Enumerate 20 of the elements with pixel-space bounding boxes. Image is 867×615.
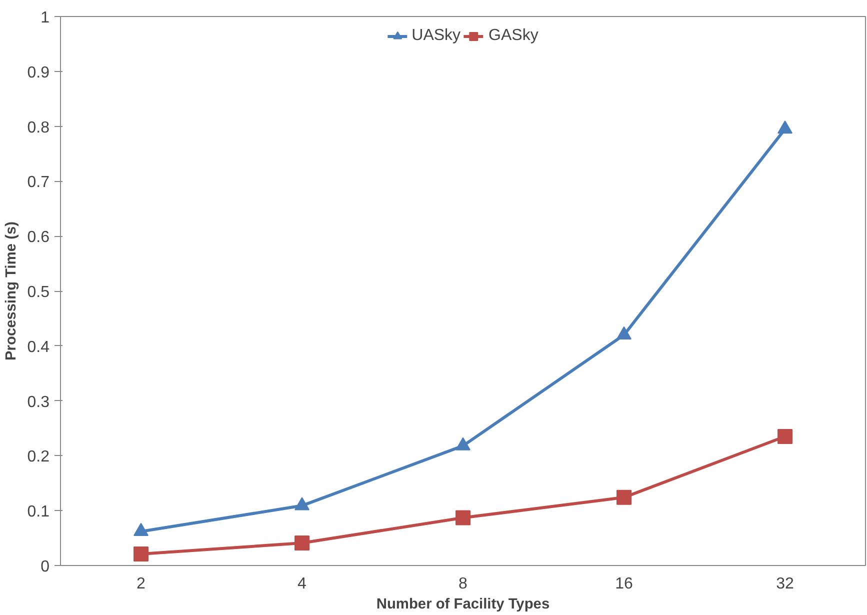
x-axis-title: Number of Facility Types <box>376 596 550 612</box>
y-tick-label: 0.6 <box>27 229 50 246</box>
x-tick-label: 2 <box>136 576 146 592</box>
legend-label: GASky <box>488 27 538 45</box>
x-tick-label: 32 <box>776 576 794 592</box>
y-tick-label: 0.4 <box>27 338 50 356</box>
legend-label: UASky <box>412 27 461 45</box>
y-tick-label: 0 <box>40 558 50 576</box>
y-tick-label: 0.5 <box>27 284 50 301</box>
y-tick-label: 0.9 <box>27 64 50 82</box>
y-tick-label: 0.2 <box>27 448 50 466</box>
y-tick-label: 0.3 <box>27 394 50 411</box>
x-tick-label: 16 <box>615 576 633 592</box>
y-tick-label: 1 <box>40 10 50 26</box>
y-tick-label: 0.1 <box>27 504 50 521</box>
y-axis-title: Processing Time (s) <box>3 221 20 361</box>
y-tick-label: 0.8 <box>27 119 50 136</box>
x-tick-label: 8 <box>458 576 468 592</box>
y-tick-label: 0.7 <box>27 174 50 192</box>
x-tick-label: 4 <box>298 576 307 592</box>
